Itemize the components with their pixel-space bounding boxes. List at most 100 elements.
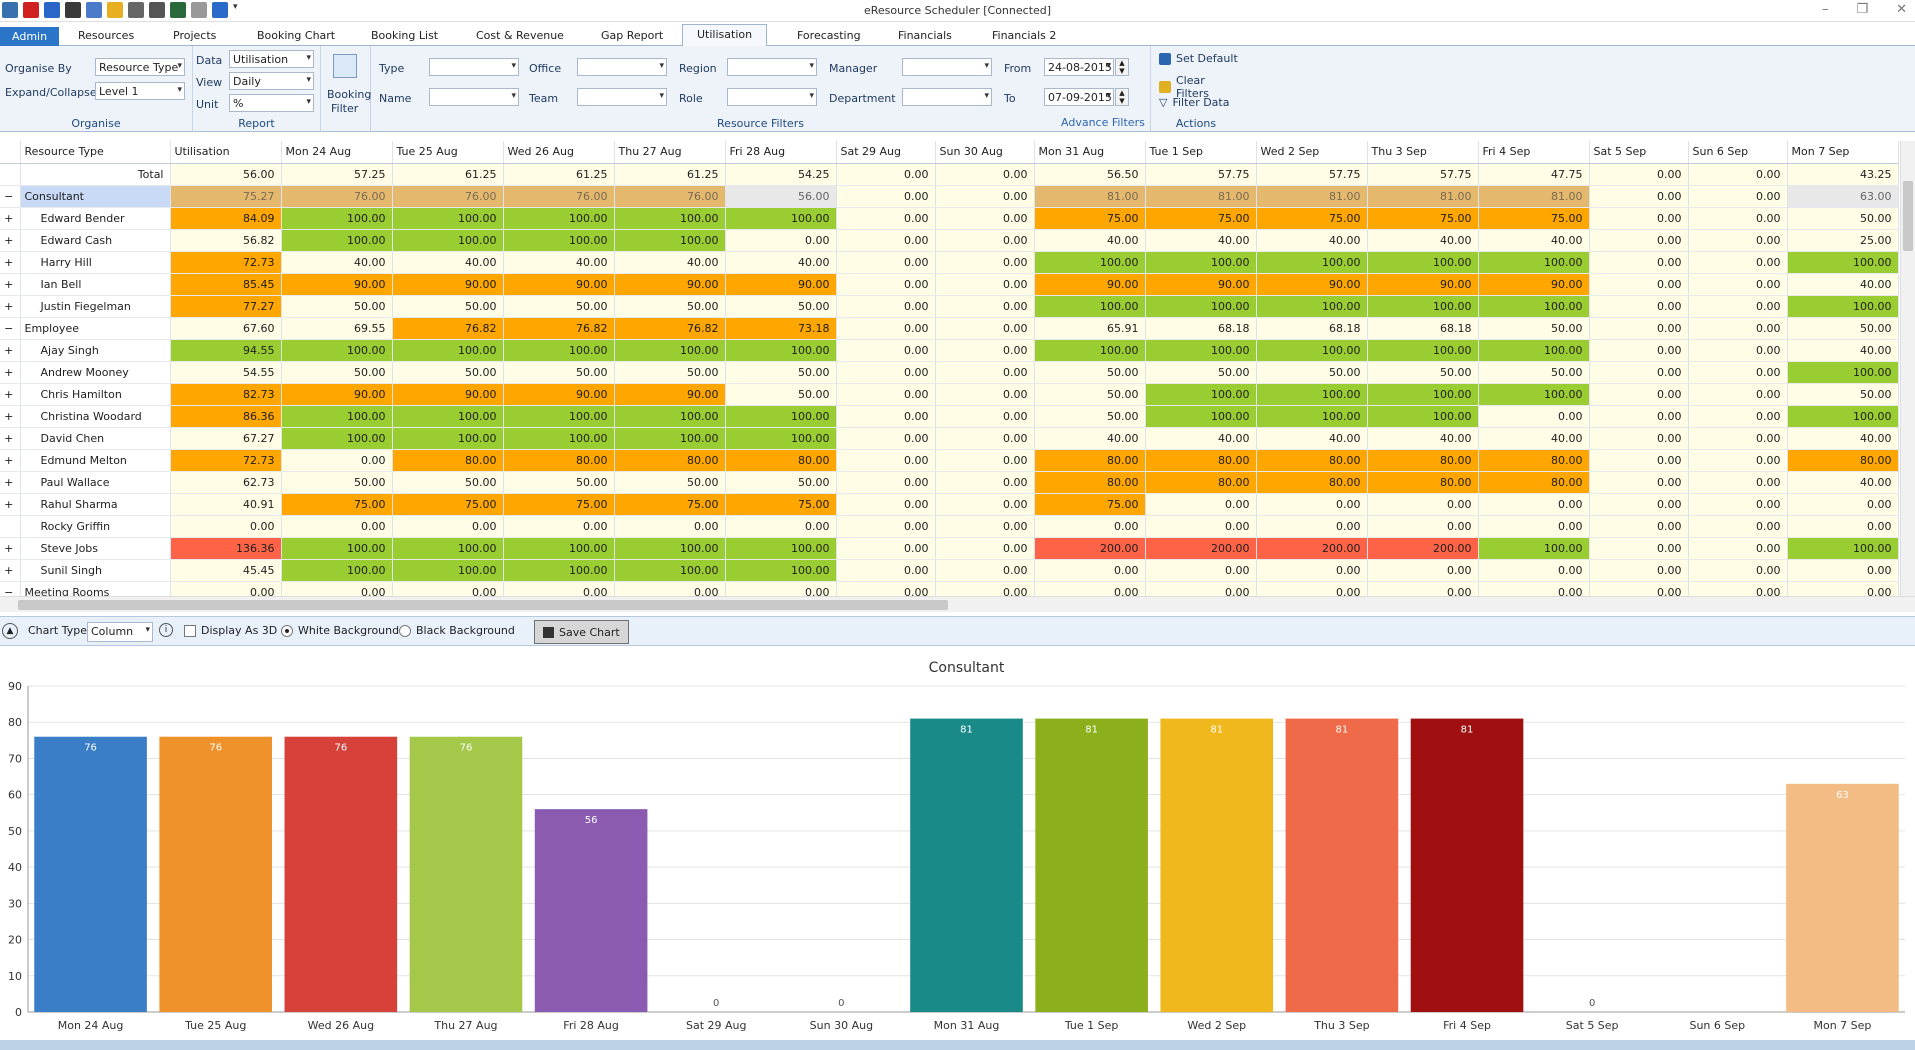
cell-value[interactable]: 85.45 [170,273,282,296]
cell-value[interactable]: 40.00 [503,251,615,274]
cell-value[interactable]: 61.25 [503,163,615,186]
table-row[interactable]: + Ajay Singh 94.55 100.00 100.00 100.00 100.00… [0,339,1899,362]
cell-value[interactable]: 75.00 [281,493,393,516]
cell-value[interactable]: 0.00 [1145,515,1257,538]
cell-value[interactable]: 50.00 [1034,383,1146,406]
cell-value[interactable]: 40.00 [1787,427,1899,450]
cell-value[interactable]: 90.00 [392,383,504,406]
cell-value[interactable]: 80.00 [1034,449,1146,472]
cell-value[interactable]: 0.00 [935,163,1035,186]
cell-value[interactable]: 0.00 [935,449,1035,472]
cell-value[interactable]: 25.00 [1787,229,1899,252]
cell-value[interactable]: 0.00 [935,251,1035,274]
cell-value[interactable]: 100.00 [392,537,504,560]
cell-value[interactable]: 0.00 [935,515,1035,538]
board-icon[interactable] [170,2,186,18]
tab-admin[interactable]: Admin [0,27,60,46]
cell-value[interactable]: 0.00 [1145,559,1257,582]
cell-value[interactable]: 90.00 [503,383,615,406]
cell-value[interactable]: 100.00 [1034,251,1146,274]
cell-value[interactable]: 80.00 [1034,471,1146,494]
cell-value[interactable]: 100.00 [1367,405,1479,428]
cell-value[interactable]: 56.00 [170,163,282,186]
cell-value[interactable]: 90.00 [614,273,726,296]
cell-value[interactable]: 76.82 [503,317,615,340]
cell-value[interactable]: 76.82 [614,317,726,340]
cell-value[interactable]: 0.00 [1034,515,1146,538]
white-background-radio[interactable]: White Background [281,624,399,637]
expand-toggle-icon[interactable]: − [0,185,21,208]
cell-value[interactable]: 75.00 [1478,207,1590,230]
cell-value[interactable]: 0.00 [1589,295,1689,318]
cell-value[interactable]: 0.00 [1589,229,1689,252]
cell-value[interactable]: 0.00 [836,207,936,230]
cell-value[interactable]: 50.00 [725,295,837,318]
cell-value[interactable]: 0.00 [1478,515,1590,538]
set-default-button[interactable]: Set Default [1159,52,1238,65]
cell-value[interactable]: 100.00 [1787,537,1899,560]
cell-value[interactable]: 56.82 [170,229,282,252]
cell-value[interactable]: 100.00 [1478,537,1590,560]
cell-value[interactable]: 40.00 [1787,471,1899,494]
cell-value[interactable]: 100.00 [1367,383,1479,406]
cell-value[interactable]: 0.00 [935,339,1035,362]
cell-value[interactable]: 94.55 [170,339,282,362]
cell-value[interactable]: 0.00 [1688,317,1788,340]
cell-value[interactable]: 100.00 [1787,361,1899,384]
black-background-radio[interactable]: Black Background [399,624,515,637]
table-row[interactable]: + Chris Hamilton 82.73 90.00 90.00 90.00 90.00… [0,383,1899,406]
cell-value[interactable]: 100.00 [614,229,726,252]
cell-value[interactable]: 100.00 [503,339,615,362]
table-row[interactable]: + Paul Wallace 62.73 50.00 50.00 50.00 50.00 50… [0,471,1899,494]
column-header[interactable]: Sat 29 Aug [836,141,936,164]
group-row[interactable]: − Employee 67.60 69.55 76.82 76.82 76.82 73.18 0… [0,317,1899,340]
expand-toggle-icon[interactable]: + [0,449,21,472]
cell-value[interactable]: 0.00 [1589,471,1689,494]
print-icon[interactable] [128,2,144,18]
cell-value[interactable]: 0.00 [836,427,936,450]
type-dropdown[interactable] [429,58,519,76]
cell-value[interactable]: 75.00 [1145,207,1257,230]
cell-value[interactable]: 0.00 [935,361,1035,384]
cell-value[interactable]: 0.00 [281,515,393,538]
close-icon[interactable]: ✕ [1896,2,1907,17]
cell-value[interactable]: 100.00 [614,559,726,582]
cell-value[interactable]: 0.00 [1688,405,1788,428]
cell-value[interactable]: 80.00 [503,449,615,472]
cell-value[interactable]: 0.00 [1688,493,1788,516]
cell-value[interactable]: 50.00 [503,361,615,384]
cell-value[interactable]: 65.91 [1034,317,1146,340]
utilisation-grid[interactable]: Resource Type Utilisation Mon 24 Aug Tue 25… [0,141,1915,604]
cell-value[interactable]: 40.00 [1367,229,1479,252]
cell-value[interactable]: 0.00 [836,273,936,296]
cell-value[interactable]: 0.00 [1145,493,1257,516]
cell-value[interactable]: 45.45 [170,559,282,582]
cell-value[interactable]: 100.00 [1256,405,1368,428]
cell-value[interactable]: 100.00 [1145,251,1257,274]
cell-value[interactable]: 40.00 [1787,339,1899,362]
cell-value[interactable]: 0.00 [836,559,936,582]
cell-value[interactable]: 50.00 [1256,361,1368,384]
cell-value[interactable]: 0.00 [1787,493,1899,516]
cell-value[interactable]: 50.00 [614,295,726,318]
cell-value[interactable]: 90.00 [392,273,504,296]
cell-value[interactable]: 200.00 [1256,537,1368,560]
cell-value[interactable]: 136.36 [170,537,282,560]
cell-value[interactable]: 50.00 [725,361,837,384]
cell-value[interactable]: 100.00 [503,427,615,450]
cell-value[interactable]: 100.00 [281,405,393,428]
cell-value[interactable]: 0.00 [935,185,1035,208]
table-row[interactable]: + Ian Bell 85.45 90.00 90.00 90.00 90.00 90.00 0… [0,273,1899,296]
cell-value[interactable]: 100.00 [1256,339,1368,362]
cell-value[interactable]: 100.00 [1787,405,1899,428]
cell-value[interactable]: 0.00 [1589,339,1689,362]
cell-value[interactable]: 75.00 [1256,207,1368,230]
cell-value[interactable]: 0.00 [1589,185,1689,208]
cell-value[interactable]: 90.00 [725,273,837,296]
cell-value[interactable]: 100.00 [503,405,615,428]
cell-value[interactable]: 100.00 [1034,339,1146,362]
cell-value[interactable]: 0.00 [1688,361,1788,384]
cell-value[interactable]: 100.00 [503,207,615,230]
cell-value[interactable]: 100.00 [1478,251,1590,274]
cell-value[interactable]: 40.00 [725,251,837,274]
